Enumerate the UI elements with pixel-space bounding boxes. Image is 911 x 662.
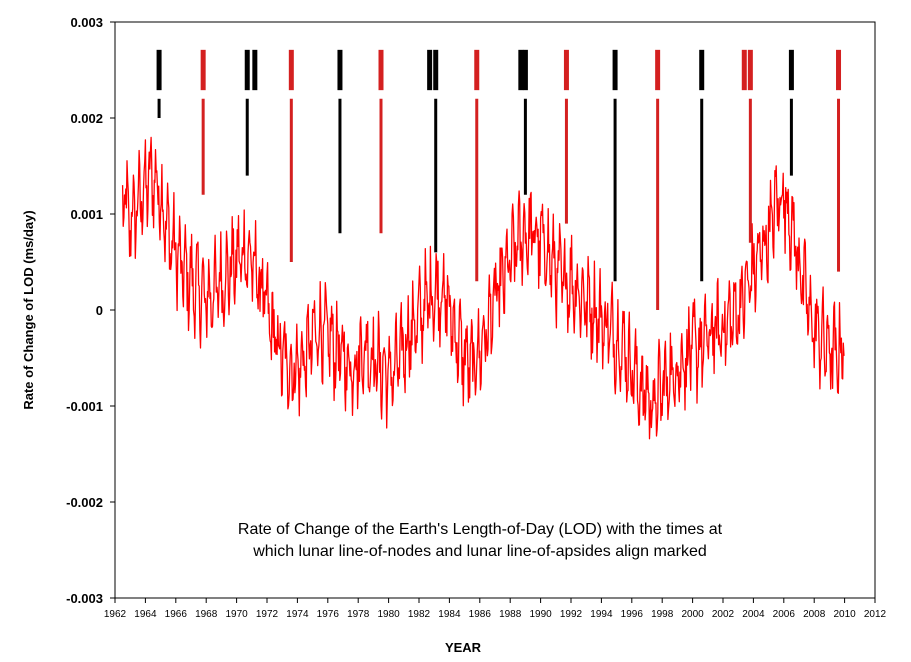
y-tick-label: -0.002 [66, 495, 103, 510]
series-layer [121, 136, 845, 440]
annotation-line-2: which lunar line-of-nodes and lunar line… [252, 543, 707, 560]
x-tick-label: 1962 [104, 609, 127, 620]
x-tick-label: 1968 [195, 609, 218, 620]
x-tick-label: 2004 [742, 609, 765, 620]
y-tick-label: 0.002 [70, 111, 103, 126]
x-tick-label: 1984 [438, 609, 461, 620]
x-tick-label: 1990 [529, 609, 552, 620]
x-axis: 1962 1964 1966 1968 1970 1972 1974 1976 1978 1980… [104, 598, 887, 620]
y-tick-label: 0.001 [70, 207, 103, 222]
alignment-markers [156, 49, 842, 310]
plot-area-group [114, 21, 876, 599]
x-tick-label: 1974 [286, 609, 309, 620]
x-tick-label: 1988 [499, 609, 522, 620]
x-tick-label: 2008 [803, 609, 826, 620]
annotation-line-1: Rate of Change of the Earth's Length-of-… [238, 521, 723, 538]
y-axis-title: Rate of Change of LOD (ms/day) [21, 210, 36, 409]
x-tick-label: 2002 [712, 609, 735, 620]
x-tick-label: 1972 [256, 609, 279, 620]
y-tick-label: 0.003 [70, 15, 103, 30]
x-tick-label: 1994 [590, 609, 613, 620]
x-tick-label: 1986 [469, 609, 492, 620]
x-tick-label: 2000 [681, 609, 704, 620]
x-tick-label: 1976 [317, 609, 340, 620]
y-tick-label: 0 [96, 303, 103, 318]
x-axis-title: YEAR [445, 640, 482, 655]
x-tick-label: 1970 [225, 609, 248, 620]
x-tick-label: 1996 [621, 609, 644, 620]
x-tick-label: 2010 [833, 609, 856, 620]
x-tick-label: 1978 [347, 609, 370, 620]
y-tick-label: -0.001 [66, 399, 103, 414]
x-tick-label: 1998 [651, 609, 674, 620]
x-tick-label: 1982 [408, 609, 431, 620]
x-tick-label: 1980 [377, 609, 400, 620]
x-tick-label: 1966 [165, 609, 188, 620]
series-line [121, 136, 845, 440]
plot-area [114, 21, 876, 599]
y-axis: -0.003 -0.002 -0.001 0 0.001 0.002 0.003 [66, 15, 115, 606]
y-tick-label: -0.003 [66, 591, 103, 606]
x-tick-label: 2006 [773, 609, 796, 620]
x-tick-label: 2012 [864, 609, 887, 620]
x-tick-label: 1964 [134, 609, 157, 620]
x-tick-label: 1992 [560, 609, 583, 620]
